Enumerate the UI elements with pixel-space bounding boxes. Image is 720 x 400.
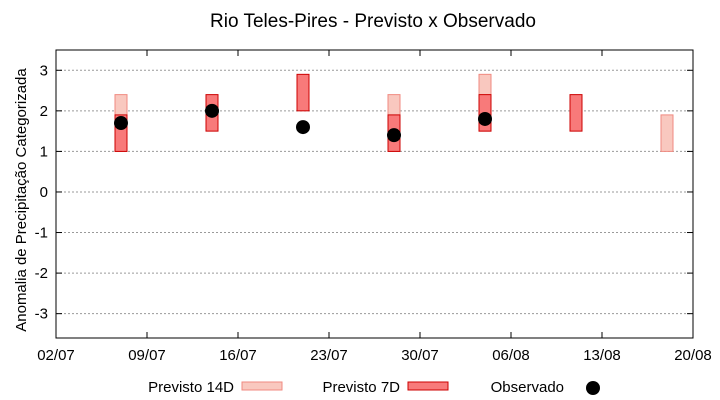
legend-label: Observado	[491, 379, 564, 396]
y-tick-label: 0	[40, 184, 48, 201]
x-tick-label: 20/08	[674, 347, 712, 364]
range-bar	[296, 73, 310, 112]
y-tick-label: -1	[35, 225, 48, 242]
observado-series	[114, 103, 492, 143]
y-tick-label: 3	[40, 62, 48, 79]
plot-area	[55, 49, 694, 339]
observed-point	[114, 116, 128, 131]
x-axis-ticks: 02/07 09/07 16/07 23/07 30/07 06/08 13/08 20/08	[37, 50, 712, 364]
y-tick-label: -2	[35, 265, 48, 282]
x-tick-label: 23/07	[310, 347, 348, 364]
y-tick-label: 2	[40, 103, 48, 120]
x-tick-label: 06/08	[492, 347, 530, 364]
legend: Previsto 14D Previsto 7D Observado	[148, 379, 600, 396]
x-tick-label: 13/08	[583, 347, 621, 364]
x-tick-label: 30/07	[401, 347, 439, 364]
observed-point	[478, 111, 492, 126]
y-tick-label: 1	[40, 143, 48, 160]
y-axis-label: Anomalia de Precipitação Categorizada	[13, 68, 30, 332]
observed-point	[296, 120, 310, 135]
gridlines	[56, 69, 693, 315]
observed-point	[387, 128, 401, 143]
y-tick-label: -3	[35, 306, 48, 323]
chart-title: Rio Teles-Pires - Previsto x Observado	[210, 11, 536, 32]
y-axis-ticks: -3 -2 -1 0 1 2 3	[35, 62, 693, 323]
legend-label: Previsto 7D	[322, 379, 400, 396]
legend-swatch	[241, 381, 283, 391]
legend-label: Previsto 14D	[148, 379, 234, 396]
x-tick-label: 16/07	[219, 347, 257, 364]
range-bar	[660, 114, 674, 152]
observed-point	[205, 103, 219, 118]
previsto-7d-series	[114, 73, 583, 152]
range-bar	[569, 94, 583, 132]
legend-swatch	[407, 381, 449, 391]
x-tick-label: 09/07	[128, 347, 166, 364]
legend-swatch	[586, 381, 600, 395]
x-tick-label: 02/07	[37, 347, 75, 364]
